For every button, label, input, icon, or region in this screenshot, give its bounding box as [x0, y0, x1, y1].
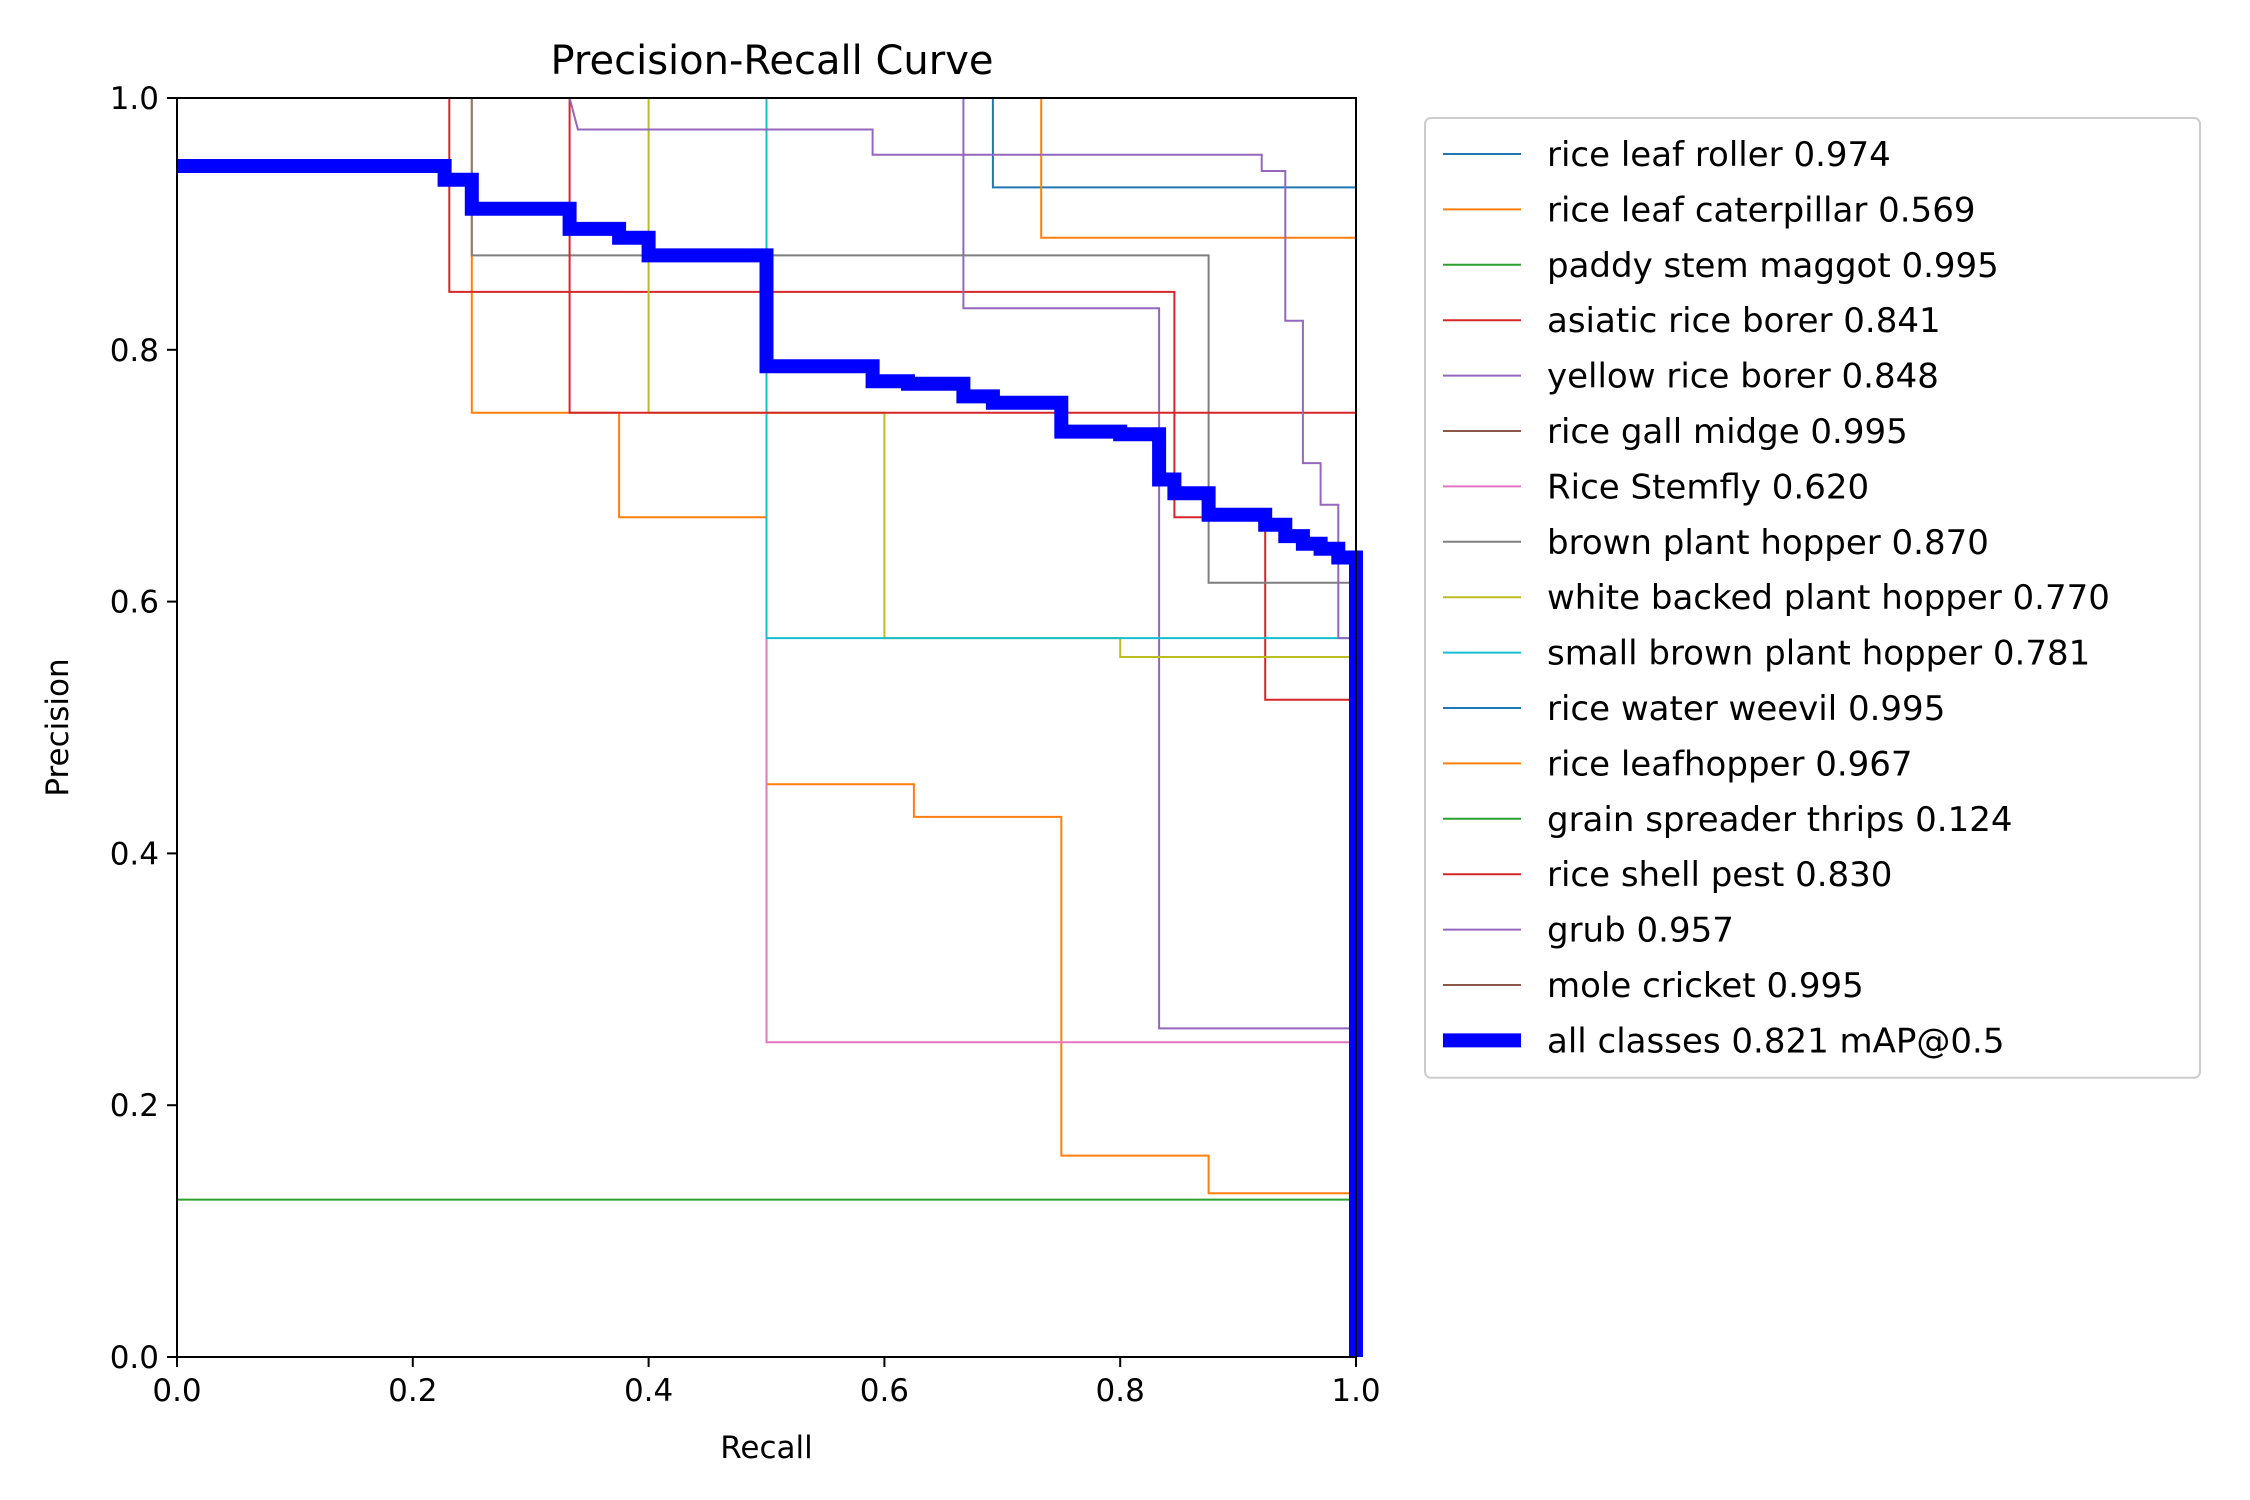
legend-entry: Rice Stemfly 0.620	[1547, 467, 1869, 507]
legend-entry: rice water weevil 0.995	[1547, 689, 1945, 729]
y-axis-label: Precision	[40, 658, 76, 796]
series-line-0	[991, 98, 1356, 189]
x-tick-label: 1.0	[1331, 1373, 1380, 1409]
series-line-11	[1040, 98, 1356, 239]
legend-entry: small brown plant hopper 0.781	[1547, 634, 2090, 674]
x-tick-label: 0.2	[388, 1373, 437, 1409]
y-tick-label: 0.4	[110, 836, 159, 872]
x-tick-label: 0.4	[624, 1373, 673, 1409]
legend-entry: asiatic rice borer 0.841	[1547, 301, 1941, 341]
series-line-16	[177, 159, 1363, 1357]
legend-entry: grub 0.957	[1547, 911, 1734, 951]
legend-entry: rice leaf roller 0.974	[1547, 135, 1891, 175]
series-line-3	[448, 98, 1356, 701]
series-line-4	[962, 98, 1356, 1030]
legend-entry: paddy stem maggot 0.995	[1547, 246, 1999, 286]
y-tick-label: 0.8	[110, 333, 159, 369]
legend-entry: yellow rice borer 0.848	[1547, 357, 1939, 397]
legend-entry: rice leaf caterpillar 0.569	[1547, 190, 1975, 230]
y-axis: 0.0 0.2 0.4 0.6 0.8 1.0	[110, 81, 177, 1376]
legend: rice leaf roller 0.974 rice leaf caterpil…	[1424, 117, 2201, 1079]
legend-entry: brown plant hopper 0.870	[1547, 523, 1989, 563]
legend-box	[1424, 117, 2201, 1079]
y-tick-label: 0.2	[110, 1088, 159, 1124]
legend-entry: mole cricket 0.995	[1547, 966, 1864, 1006]
series-layer	[177, 97, 1363, 1357]
y-tick-label: 0.6	[110, 585, 159, 621]
x-tick-label: 0.8	[1096, 1373, 1145, 1409]
y-tick-label: 1.0	[110, 81, 159, 117]
x-axis: 0.0 0.2 0.4 0.6 0.8 1.0	[152, 1357, 1381, 1409]
legend-entry: all classes 0.821 mAP@0.5	[1547, 1021, 2004, 1061]
series-line-14	[568, 97, 1356, 640]
legend-entry: white backed plant hopper 0.770	[1547, 578, 2110, 618]
y-tick-label: 0.0	[110, 1340, 159, 1376]
x-tick-label: 0.6	[860, 1373, 909, 1409]
legend-entry: rice leafhopper 0.967	[1547, 744, 1913, 784]
legend-entry: rice gall midge 0.995	[1547, 412, 1908, 452]
chart-title: Precision-Recall Curve	[551, 38, 994, 84]
x-tick-label: 0.0	[152, 1373, 201, 1409]
legend-entry: rice shell pest 0.830	[1547, 855, 1892, 895]
x-axis-label: Recall	[720, 1430, 813, 1466]
legend-entry: grain spreader thrips 0.124	[1547, 800, 2013, 840]
plot-area-frame	[176, 97, 1357, 1358]
series-line-8	[647, 98, 1356, 658]
